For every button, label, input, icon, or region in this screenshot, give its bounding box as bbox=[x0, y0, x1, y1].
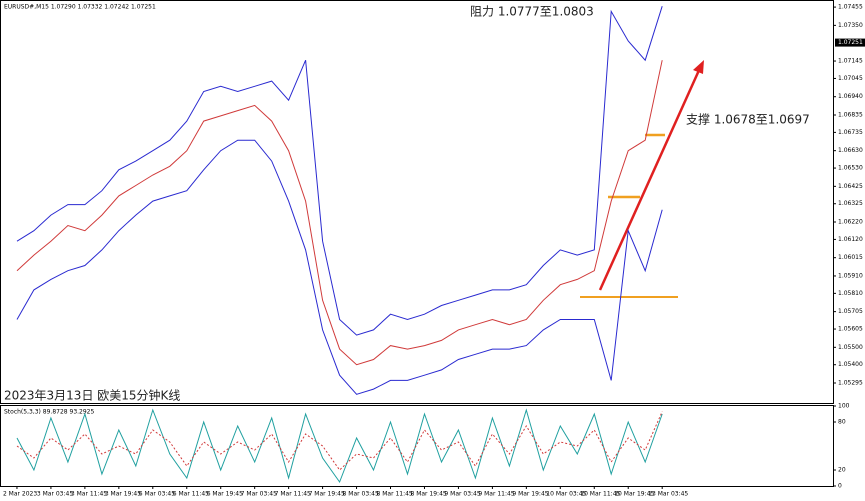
series-line bbox=[16, 60, 663, 366]
y-tick-label: 1.07045 bbox=[838, 75, 863, 82]
y-tick-label: 100 bbox=[838, 403, 850, 410]
last-price-box bbox=[835, 38, 865, 47]
y-tick-label: 0 bbox=[838, 483, 842, 490]
y-tick-label: 1.07350 bbox=[838, 22, 863, 29]
x-tick-label: 7 Mar 03:45 bbox=[241, 491, 277, 498]
x-tick-label: 9 Mar 19:45 bbox=[512, 491, 548, 498]
x-tick-label: 6 Mar 19:45 bbox=[207, 491, 243, 498]
x-tick-label: 6 Mar 11:45 bbox=[173, 491, 209, 498]
y-tick-label: 1.05810 bbox=[838, 290, 863, 297]
x-tick-label: 13 Mar 03:45 bbox=[648, 491, 688, 498]
y-tick-label: 1.05605 bbox=[838, 326, 863, 333]
y-tick-label: 80 bbox=[838, 419, 846, 426]
stoch-panel bbox=[0, 405, 834, 487]
x-tick-label: 10 Mar 19:45 bbox=[614, 491, 654, 498]
annotation: 2023年3月13日 欧美15分钟K线 bbox=[4, 388, 180, 403]
y-tick-label: 1.06630 bbox=[838, 147, 863, 154]
series-line bbox=[16, 139, 663, 395]
arrow-head bbox=[693, 60, 704, 74]
y-tick-label: 1.06220 bbox=[838, 219, 863, 226]
annotation: 支撑 1.0678至1.0697 bbox=[686, 112, 810, 127]
y-tick-label: 1.06015 bbox=[838, 254, 863, 261]
x-tick-label: 9 Mar 11:45 bbox=[478, 491, 514, 498]
price-panel bbox=[0, 0, 834, 404]
y-tick-label: 1.06530 bbox=[838, 165, 863, 172]
x-tick-label: 2 Mar 2023 bbox=[3, 491, 37, 498]
x-tick-label: 8 Mar 11:45 bbox=[377, 491, 413, 498]
trend-arrow bbox=[598, 67, 702, 291]
y-tick-label: 1.06735 bbox=[838, 129, 863, 136]
y-tick-label: 1.06940 bbox=[838, 93, 863, 100]
series-line bbox=[16, 411, 663, 471]
support-lines bbox=[580, 133, 678, 298]
x-tick-label: 8 Mar 19:45 bbox=[410, 491, 446, 498]
series-line bbox=[16, 408, 663, 484]
x-tick-label: 3 Mar 03:45 bbox=[37, 491, 73, 498]
x-tick-label: 8 Mar 03:45 bbox=[343, 491, 379, 498]
series-line bbox=[16, 6, 663, 336]
x-tick-label: 10 Mar 11:45 bbox=[580, 491, 620, 498]
y-tick-label: 1.05705 bbox=[838, 308, 863, 315]
x-tick-label: 3 Mar 19:45 bbox=[105, 491, 141, 498]
x-tick-label: 9 Mar 03:45 bbox=[444, 491, 480, 498]
y-tick-label: 1.07145 bbox=[838, 58, 863, 65]
x-tick-label: 6 Mar 03:45 bbox=[139, 491, 175, 498]
x-tick-label: 3 Mar 11:45 bbox=[71, 491, 107, 498]
chart-title: Stoch(5,3,3) 89.8728 93.2925 bbox=[4, 409, 95, 416]
y-tick-label: 1.05400 bbox=[838, 361, 863, 368]
chart-title: EURUSD#,M15 1.07290 1.07332 1.07242 1.07… bbox=[4, 4, 156, 11]
y-tick-label: 1.05295 bbox=[838, 379, 863, 386]
y-tick-label: 1.06425 bbox=[838, 183, 863, 190]
x-tick-label: 7 Mar 11:45 bbox=[275, 491, 311, 498]
y-tick-label: 1.06325 bbox=[838, 200, 863, 207]
y-tick-label: 1.05910 bbox=[838, 272, 863, 279]
y-tick-label: 20 bbox=[838, 467, 846, 474]
y-tick-label: 1.05500 bbox=[838, 344, 863, 351]
y-tick-label: 1.06835 bbox=[838, 111, 863, 118]
annotation: 阻力 1.0777至1.0803 bbox=[470, 5, 594, 19]
y-tick-label: 1.06120 bbox=[838, 236, 863, 243]
x-tick-label: 7 Mar 19:45 bbox=[309, 491, 345, 498]
x-tick-label: 10 Mar 03:45 bbox=[546, 491, 586, 498]
y-tick-label: 1.07455 bbox=[838, 4, 863, 11]
last-price: 1.07251 bbox=[838, 39, 863, 46]
